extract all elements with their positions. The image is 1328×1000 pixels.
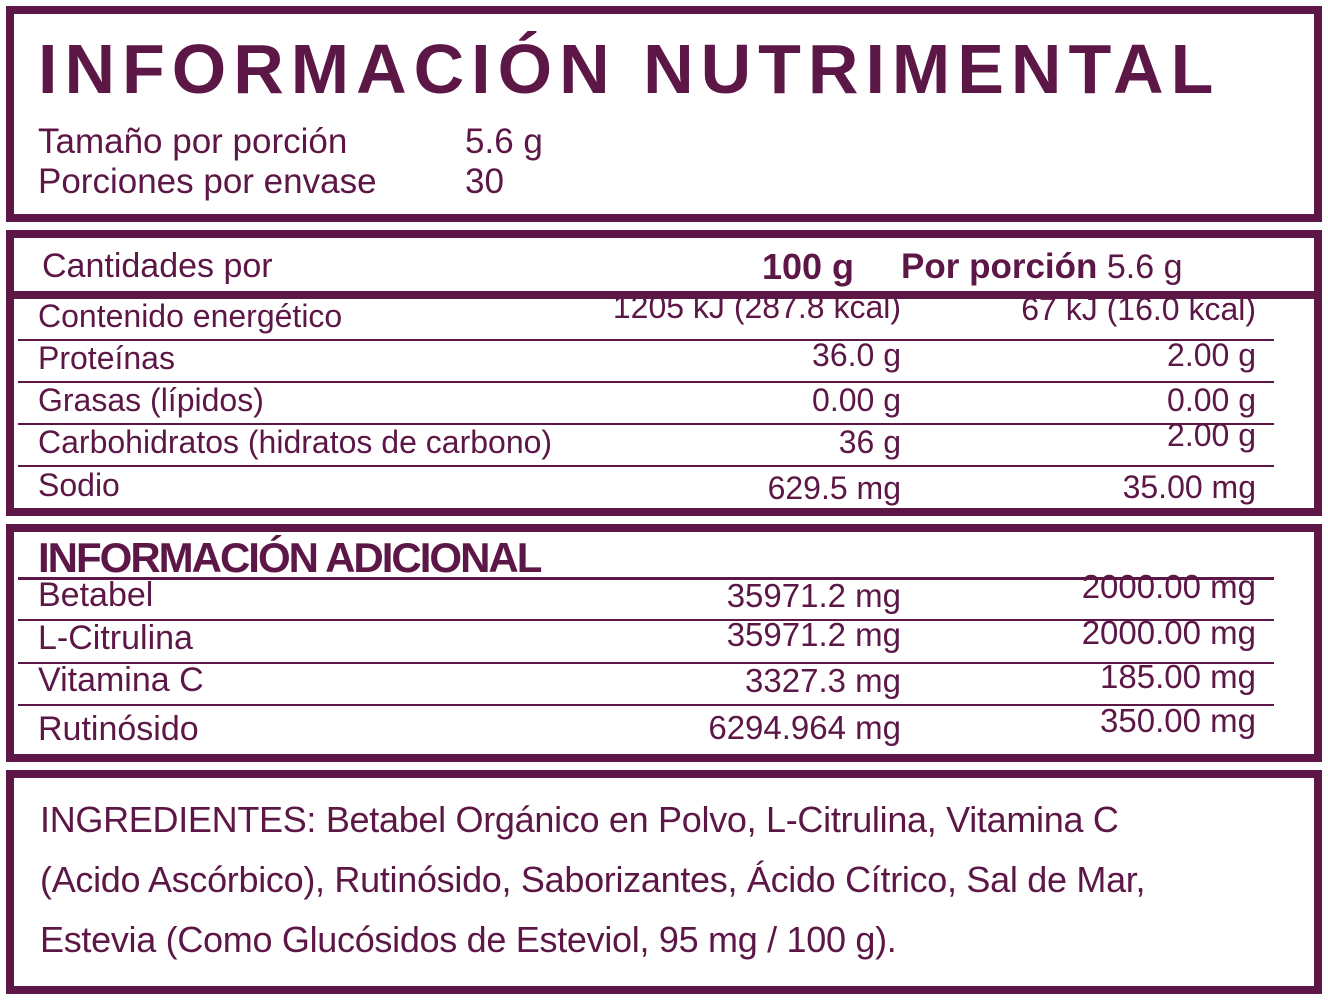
table-row: Rutinósido 6294.964 mg 350.00 mg [18,702,1274,753]
per100-value: 3327.3 mg [745,662,901,699]
serving-info: Tamaño por porción 5.6 g Porciones por e… [14,122,1314,202]
nutrient-label: Grasas (lípidos) [38,382,264,418]
table-row: Sodio 629.5 mg 35.00 mg [18,467,1274,508]
nutrient-label: Sodio [38,467,120,503]
nutrient-label: Proteínas [38,340,175,376]
page-title: INFORMACIÓN NUTRIMENTAL [38,30,1221,108]
serving-size-value: 5.6 g [465,122,543,161]
additional-title-row: INFORMACIÓN ADICIONAL [18,534,1274,581]
servings-per-container-row: Porciones por envase 30 [38,162,1314,202]
per100-value: 0.00 g [812,382,901,418]
table-row: Carbohidratos (hidratos de carbono) 36 g… [18,417,1274,467]
ingredient-label: L-Citrulina [38,619,193,657]
table-row: Proteínas 36.0 g 2.00 g [18,337,1274,383]
header-divider [14,291,1314,299]
main-nutrient-table: Cantidades por 100 g Por porción 5.6 g C… [6,230,1322,516]
table-row: Vitamina C 3327.3 mg 185.00 mg [18,658,1274,706]
table-row: Grasas (lípidos) 0.00 g 0.00 g [18,382,1274,425]
serving-size-row: Tamaño por porción 5.6 g [38,122,1314,162]
per-portion-value: 0.00 g [1167,382,1256,418]
per100-value: 36.0 g [812,337,901,373]
ingredient-label: Rutinósido [38,710,199,748]
portion-header-bold: Por porción [901,246,1098,286]
per100-value: 35971.2 mg [726,616,901,653]
nutrient-label: Contenido energético [38,298,343,334]
amounts-per-label: Cantidades por [42,247,273,285]
per-portion-value: 2000.00 mg [1081,614,1256,651]
header-box: INFORMACIÓN NUTRIMENTAL Tamaño por porci… [6,6,1322,222]
per-portion-value: 350.00 mg [1100,702,1256,739]
ingredients-line: (Acido Ascórbico), Rutinósido, Saborizan… [40,859,1146,900]
serving-size-label: Tamaño por porción [38,122,348,161]
per100-value: 36 g [838,424,901,460]
table-row: Betabel 35971.2 mg 2000.00 mg [18,568,1274,621]
ingredients-line: INGREDIENTES: Betabel Orgánico en Polvo,… [40,799,1119,840]
per-portion-value: 185.00 mg [1100,658,1256,695]
per-portion-value: 67 kJ (16.0 kcal) [1021,291,1256,327]
column-100g-header: 100 g [761,245,854,287]
ingredients-line: Estevia (Como Glucósidos de Esteviol, 95… [40,919,897,960]
portion-header-value: 5.6 g [1106,247,1183,286]
additional-info-table: INFORMACIÓN ADICIONAL Betabel 35971.2 mg… [6,524,1322,762]
per100-value: 1205 kJ (287.8 kcal) [612,289,901,325]
per-portion-value: 2.00 g [1167,417,1256,453]
per-portion-value: 2.00 g [1167,337,1256,373]
per-portion-value: 35.00 mg [1122,469,1256,505]
ingredients-box: INGREDIENTES: Betabel Orgánico en Polvo,… [6,770,1322,994]
column-portion-header: Por porción 5.6 g [901,247,1256,287]
servings-per-container-value: 30 [465,162,504,201]
per100-value: 6294.964 mg [708,709,901,746]
table-row: L-Citrulina 35971.2 mg 2000.00 mg [18,614,1274,664]
per100-value: 35971.2 mg [726,577,901,614]
nutrient-label: Carbohidratos (hidratos de carbono) [38,424,553,460]
ingredient-label: Vitamina C [38,661,204,699]
servings-per-container-label: Porciones por envase [38,162,377,201]
additional-info-title: INFORMACIÓN ADICIONAL [38,534,542,581]
table-row: Contenido energético 1205 kJ (287.8 kcal… [18,289,1274,341]
per100-value: 629.5 mg [767,470,901,506]
ingredient-label: Betabel [38,576,154,614]
table-header-row: Cantidades por 100 g Por porción 5.6 g [14,238,1314,291]
per-portion-value: 2000.00 mg [1081,568,1256,605]
